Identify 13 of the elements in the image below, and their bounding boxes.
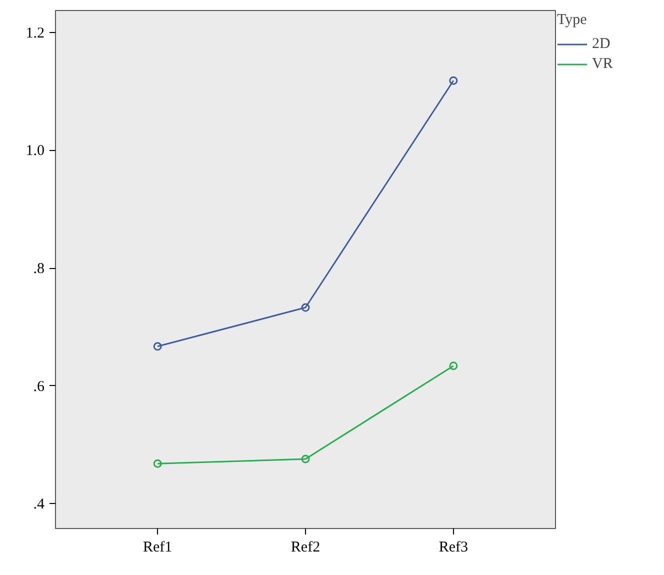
y-tick-label: 1.2: [26, 25, 44, 42]
y-tick-label: .8: [33, 261, 44, 278]
y-tick-label: 1.0: [26, 143, 44, 160]
y-tick-label: .6: [33, 378, 45, 395]
legend-label: VR: [592, 56, 613, 72]
x-tick-label: Ref1: [142, 540, 172, 556]
y-tick-label: .4: [33, 496, 45, 513]
point: [301, 454, 310, 464]
point: [301, 303, 310, 312]
x-tick-label: Ref2: [290, 540, 320, 556]
legend-title: Type: [557, 12, 588, 29]
x-tick-label: Ref3: [438, 540, 468, 556]
legend-label: 2D: [592, 36, 612, 52]
